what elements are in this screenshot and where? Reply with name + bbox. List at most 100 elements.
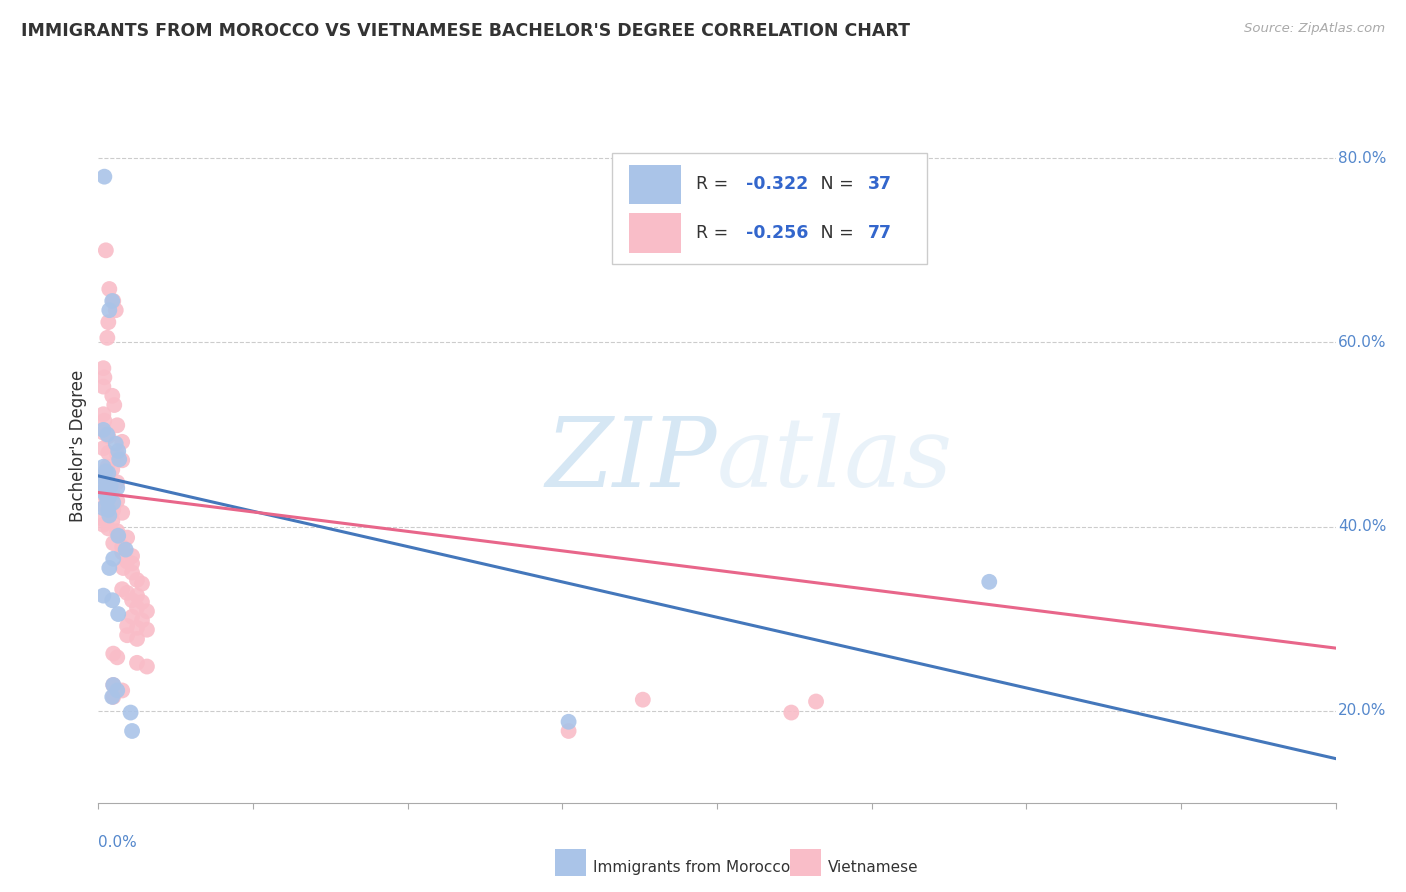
Point — [94, 244, 117, 258]
Point — [125, 621, 148, 635]
Point — [94, 487, 117, 501]
Point — [111, 506, 134, 520]
Point — [107, 529, 129, 543]
Point — [103, 495, 125, 509]
Point — [125, 600, 148, 615]
Point — [125, 656, 148, 670]
Point — [120, 706, 142, 720]
Point — [107, 444, 129, 458]
Point — [104, 303, 127, 318]
Point — [93, 442, 115, 456]
Point — [97, 501, 120, 516]
Point — [96, 459, 118, 474]
Text: R =: R = — [696, 176, 734, 194]
Point — [731, 225, 754, 239]
Point — [103, 536, 125, 550]
Point — [115, 531, 138, 545]
Point — [101, 293, 124, 308]
Point — [98, 561, 121, 575]
Point — [108, 452, 131, 467]
Point — [103, 293, 125, 308]
Point — [93, 484, 115, 499]
Point — [135, 623, 157, 637]
Bar — [630, 213, 681, 252]
Point — [121, 549, 143, 563]
Point — [93, 487, 115, 501]
Point — [93, 472, 115, 486]
Text: 37: 37 — [868, 176, 891, 194]
Point — [115, 586, 138, 600]
Point — [121, 566, 143, 580]
Point — [97, 503, 120, 517]
Text: Source: ZipAtlas.com: Source: ZipAtlas.com — [1244, 22, 1385, 36]
Point — [93, 407, 115, 421]
Point — [93, 517, 115, 532]
Point — [103, 503, 125, 517]
Text: 60.0%: 60.0% — [1339, 334, 1386, 350]
Point — [105, 448, 128, 462]
Point — [96, 427, 118, 442]
Point — [97, 521, 120, 535]
Point — [97, 466, 120, 480]
Point — [93, 379, 115, 393]
Point — [105, 493, 128, 508]
Point — [125, 589, 148, 603]
Point — [103, 678, 125, 692]
Point — [101, 483, 124, 497]
Point — [121, 723, 143, 738]
Point — [93, 500, 115, 514]
Point — [131, 595, 153, 609]
Point — [101, 690, 124, 704]
Point — [121, 609, 143, 624]
Point — [97, 446, 120, 460]
Point — [105, 650, 128, 665]
Point — [105, 481, 128, 495]
Point — [115, 628, 138, 642]
Point — [96, 331, 118, 345]
Text: 77: 77 — [868, 224, 891, 242]
Point — [93, 501, 115, 516]
Point — [103, 551, 125, 566]
Text: IMMIGRANTS FROM MOROCCO VS VIETNAMESE BACHELOR'S DEGREE CORRELATION CHART: IMMIGRANTS FROM MOROCCO VS VIETNAMESE BA… — [21, 22, 910, 40]
Point — [131, 614, 153, 628]
Point — [91, 477, 114, 491]
Text: 0.0%: 0.0% — [98, 835, 138, 850]
Text: atlas: atlas — [717, 413, 953, 508]
Text: -0.256: -0.256 — [745, 224, 808, 242]
Point — [115, 555, 138, 569]
Point — [103, 678, 125, 692]
Point — [804, 694, 827, 708]
Point — [101, 514, 124, 528]
Point — [121, 593, 143, 607]
Point — [98, 508, 121, 523]
Point — [98, 303, 121, 318]
Point — [96, 493, 118, 508]
Text: ZIP: ZIP — [546, 413, 717, 508]
Point — [93, 459, 115, 474]
Text: Vietnamese: Vietnamese — [828, 860, 918, 874]
Point — [111, 545, 134, 559]
Point — [115, 619, 138, 633]
Point — [557, 723, 579, 738]
Point — [93, 469, 115, 483]
Point — [93, 370, 115, 384]
Point — [135, 604, 157, 618]
Point — [100, 479, 122, 493]
Point — [97, 491, 120, 506]
Point — [101, 593, 124, 607]
Point — [93, 414, 115, 428]
Point — [103, 398, 125, 412]
Point — [103, 647, 125, 661]
Point — [111, 434, 134, 449]
Point — [97, 429, 120, 443]
Point — [93, 423, 115, 437]
Text: N =: N = — [804, 224, 859, 242]
Point — [97, 474, 120, 488]
Point — [101, 462, 124, 476]
Text: Immigrants from Morocco: Immigrants from Morocco — [593, 860, 790, 874]
Point — [125, 573, 148, 587]
Point — [93, 425, 115, 440]
Point — [112, 561, 135, 575]
Text: N =: N = — [804, 176, 859, 194]
Text: 80.0%: 80.0% — [1339, 151, 1386, 166]
